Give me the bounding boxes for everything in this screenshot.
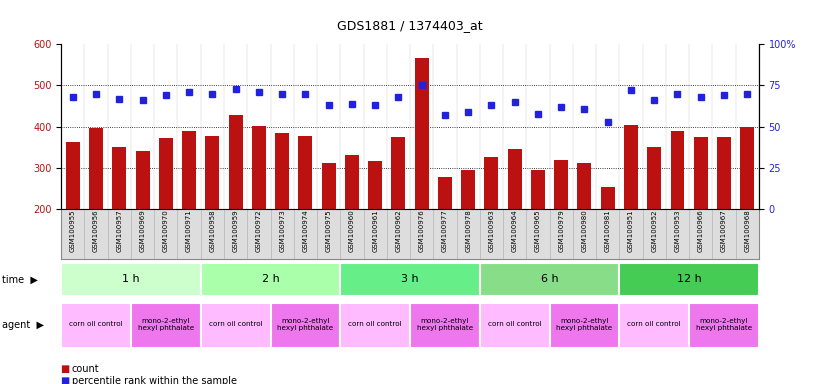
Bar — [131, 303, 201, 348]
Text: corn oil control: corn oil control — [348, 321, 402, 328]
Bar — [717, 137, 731, 209]
Bar — [392, 137, 406, 209]
Bar — [89, 127, 103, 209]
Text: mono-2-ethyl
hexyl phthalate: mono-2-ethyl hexyl phthalate — [138, 318, 194, 331]
Bar — [410, 303, 480, 348]
Bar — [508, 149, 521, 209]
Bar — [624, 125, 638, 209]
Text: 6 h: 6 h — [541, 274, 558, 284]
Bar — [61, 263, 201, 296]
Bar — [480, 263, 619, 296]
Bar — [578, 164, 592, 209]
Bar — [368, 161, 382, 209]
Bar — [322, 164, 335, 209]
Bar — [740, 127, 754, 209]
Bar — [485, 157, 499, 209]
Bar — [647, 147, 661, 209]
Bar — [689, 303, 759, 348]
Bar — [135, 151, 149, 209]
Text: 2 h: 2 h — [262, 274, 279, 284]
Bar — [480, 303, 549, 348]
Text: 12 h: 12 h — [676, 274, 702, 284]
Bar — [694, 137, 707, 209]
Bar — [345, 155, 359, 209]
Bar — [206, 136, 220, 209]
Bar — [671, 131, 685, 209]
Bar — [531, 170, 545, 209]
Bar — [549, 303, 619, 348]
Bar — [270, 303, 340, 348]
Bar — [61, 303, 131, 348]
Text: corn oil control: corn oil control — [488, 321, 542, 328]
Bar — [66, 142, 80, 209]
Bar — [299, 136, 313, 209]
Bar — [619, 303, 689, 348]
Bar — [340, 303, 410, 348]
Bar — [554, 160, 568, 209]
Text: mono-2-ethyl
hexyl phthalate: mono-2-ethyl hexyl phthalate — [417, 318, 473, 331]
Bar — [461, 170, 475, 209]
Text: corn oil control: corn oil control — [209, 321, 263, 328]
Bar — [619, 263, 759, 296]
Text: agent  ▶: agent ▶ — [2, 320, 43, 331]
Bar — [113, 147, 126, 209]
Bar — [340, 263, 480, 296]
Bar — [159, 138, 173, 209]
Bar — [415, 58, 428, 209]
Text: 3 h: 3 h — [401, 274, 419, 284]
Text: mono-2-ethyl
hexyl phthalate: mono-2-ethyl hexyl phthalate — [696, 318, 752, 331]
Text: mono-2-ethyl
hexyl phthalate: mono-2-ethyl hexyl phthalate — [557, 318, 613, 331]
Text: time  ▶: time ▶ — [2, 274, 38, 285]
Bar — [252, 126, 266, 209]
Bar — [228, 115, 242, 209]
Text: ■: ■ — [61, 376, 73, 384]
Bar — [201, 303, 270, 348]
Text: ■: ■ — [61, 364, 73, 374]
Text: corn oil control: corn oil control — [69, 321, 123, 328]
Text: corn oil control: corn oil control — [628, 321, 681, 328]
Text: count: count — [72, 364, 100, 374]
Text: GDS1881 / 1374403_at: GDS1881 / 1374403_at — [337, 19, 483, 32]
Bar — [601, 187, 614, 209]
Bar — [201, 263, 340, 296]
Text: 1 h: 1 h — [122, 274, 140, 284]
Text: mono-2-ethyl
hexyl phthalate: mono-2-ethyl hexyl phthalate — [277, 318, 334, 331]
Bar — [275, 133, 289, 209]
Bar — [438, 177, 452, 209]
Bar — [182, 131, 196, 209]
Text: percentile rank within the sample: percentile rank within the sample — [72, 376, 237, 384]
